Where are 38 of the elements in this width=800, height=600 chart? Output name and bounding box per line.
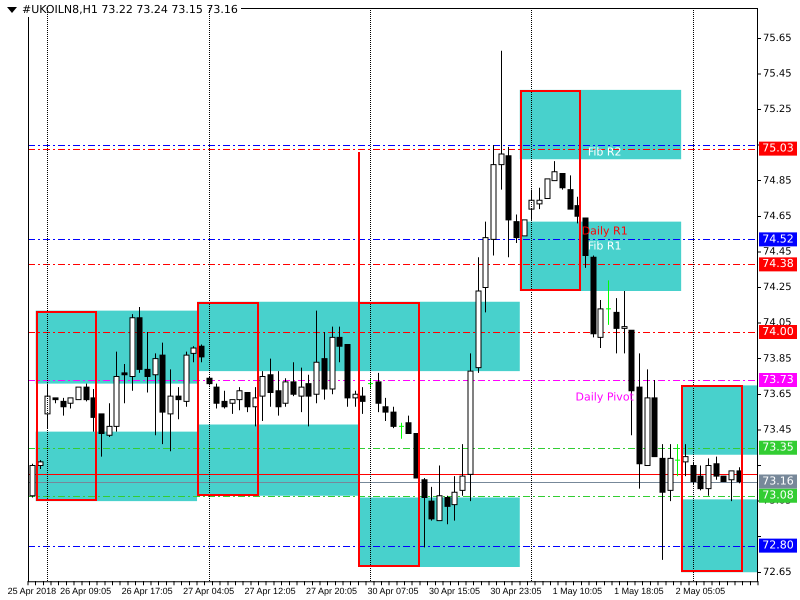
y-tick-label: 74.85 bbox=[763, 175, 792, 186]
x-tick-label: 30 Apr 15:05 bbox=[428, 586, 480, 596]
ref-line-label: 74.38 bbox=[762, 257, 794, 270]
y-tick-label: 75.25 bbox=[763, 104, 792, 116]
chart-title: #UKOILN8,H1 73.22 73.24 73.15 73.16 bbox=[22, 3, 238, 16]
ref-line-label: 75.03 bbox=[762, 141, 794, 154]
x-tick-label: 1 May 18:05 bbox=[614, 586, 664, 596]
y-tick-label: 72.65 bbox=[763, 566, 792, 578]
x-tick-label: 26 Apr 17:05 bbox=[122, 586, 173, 596]
x-tick-label: 30 Apr 23:05 bbox=[490, 586, 542, 596]
y-tick-label: 75.45 bbox=[763, 68, 792, 80]
x-tick-label: 26 Apr 09:05 bbox=[60, 586, 112, 596]
x-tick-label: 25 Apr 2018 bbox=[8, 586, 56, 596]
y-tick-label: 74.45 bbox=[763, 246, 792, 258]
candlestick bbox=[674, 444, 680, 477]
x-tick-label: 27 Apr 12:05 bbox=[244, 586, 296, 596]
y-tick-label: 73.65 bbox=[763, 388, 792, 400]
ref-line-label: 73.16 bbox=[762, 474, 794, 488]
annotation: Fib R1 bbox=[588, 239, 622, 252]
ref-line-label: 73.08 bbox=[762, 488, 794, 502]
ref-line-label: 74.00 bbox=[762, 324, 794, 338]
ref-line-label: 72.80 bbox=[762, 538, 794, 552]
x-tick-label: 27 Apr 04:05 bbox=[183, 586, 234, 596]
x-tick-label: 27 Apr 20:05 bbox=[306, 586, 358, 596]
y-tick-label: 75.65 bbox=[763, 32, 792, 44]
x-tick-label: 1 May 10:05 bbox=[552, 586, 602, 596]
y-tick-label: 73.45 bbox=[763, 424, 792, 436]
y-tick-label: 73.85 bbox=[763, 353, 792, 364]
candlestick bbox=[368, 378, 374, 390]
candlestick bbox=[606, 280, 612, 326]
candlestick bbox=[398, 422, 404, 440]
ref-line-label: 73.73 bbox=[762, 372, 794, 386]
ref-line-label: 74.52 bbox=[762, 232, 794, 246]
x-tick-label: 2 May 05:05 bbox=[676, 586, 726, 596]
y-tick-label: 74.25 bbox=[763, 282, 792, 294]
y-tick-label: 74.65 bbox=[763, 210, 792, 222]
x-tick-label: 30 Apr 07:05 bbox=[367, 586, 419, 596]
ref-line-label: 73.35 bbox=[762, 440, 794, 454]
